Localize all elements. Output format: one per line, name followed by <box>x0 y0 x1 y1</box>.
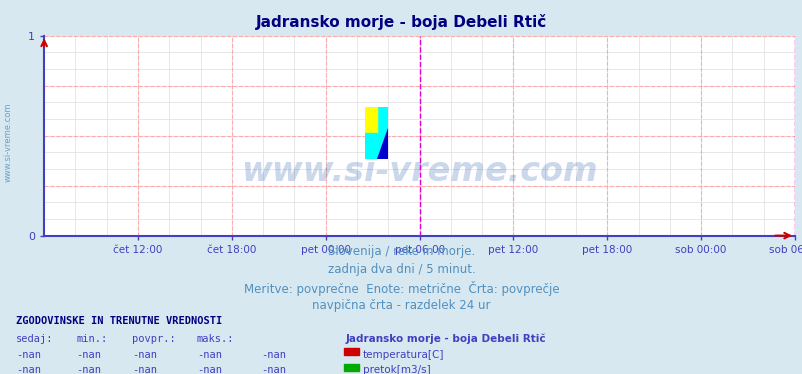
Text: -nan: -nan <box>76 365 101 374</box>
Text: Slovenija / reke in morje.: Slovenija / reke in morje. <box>327 245 475 258</box>
Text: -nan: -nan <box>196 350 221 360</box>
Text: min.:: min.: <box>76 334 107 344</box>
Text: -nan: -nan <box>76 350 101 360</box>
Bar <box>365 107 376 133</box>
Bar <box>365 133 376 159</box>
Text: zadnja dva dni / 5 minut.: zadnja dva dni / 5 minut. <box>327 263 475 276</box>
Text: -nan: -nan <box>132 365 157 374</box>
Text: temperatura[C]: temperatura[C] <box>363 350 444 360</box>
Text: sedaj:: sedaj: <box>16 334 54 344</box>
Text: ZGODOVINSKE IN TRENUTNE VREDNOSTI: ZGODOVINSKE IN TRENUTNE VREDNOSTI <box>16 316 222 326</box>
Text: -nan: -nan <box>16 365 41 374</box>
Text: pretok[m3/s]: pretok[m3/s] <box>363 365 430 374</box>
Text: Jadransko morje - boja Debeli Rtič: Jadransko morje - boja Debeli Rtič <box>256 14 546 30</box>
Text: www.si-vreme.com: www.si-vreme.com <box>241 155 597 188</box>
Polygon shape <box>376 107 387 159</box>
Text: povpr.:: povpr.: <box>132 334 176 344</box>
Text: -nan: -nan <box>16 350 41 360</box>
Text: -nan: -nan <box>261 350 286 360</box>
Text: -nan: -nan <box>196 365 221 374</box>
Text: navpična črta - razdelek 24 ur: navpična črta - razdelek 24 ur <box>312 299 490 312</box>
Text: -nan: -nan <box>261 365 286 374</box>
Text: -nan: -nan <box>132 350 157 360</box>
Polygon shape <box>376 128 387 159</box>
Text: Meritve: povprečne  Enote: metrične  Črta: povprečje: Meritve: povprečne Enote: metrične Črta:… <box>243 281 559 296</box>
Text: maks.:: maks.: <box>196 334 234 344</box>
Text: Jadransko morje - boja Debeli Rtič: Jadransko morje - boja Debeli Rtič <box>345 334 545 344</box>
Text: www.si-vreme.com: www.si-vreme.com <box>3 102 12 182</box>
